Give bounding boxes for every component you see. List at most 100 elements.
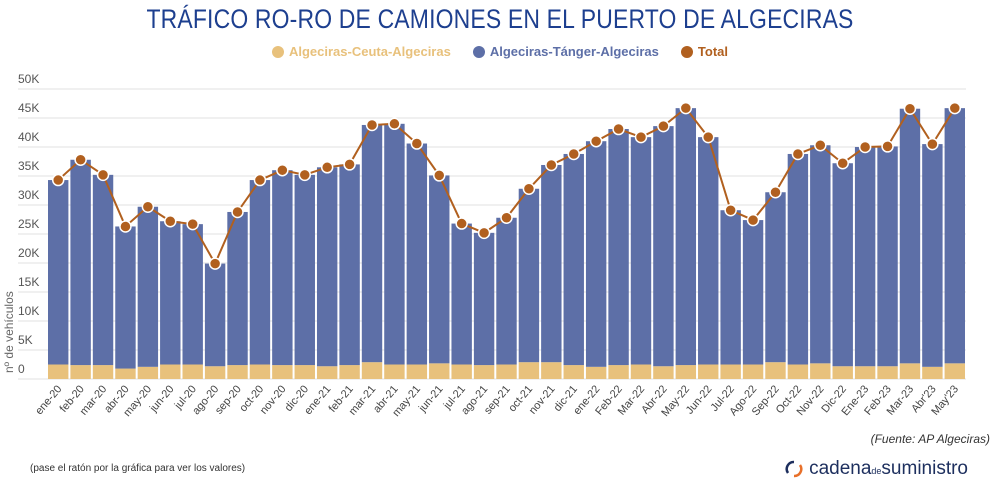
legend-swatch	[680, 45, 693, 58]
bar-ceuta	[698, 364, 719, 379]
total-point	[701, 130, 715, 144]
y-tick-label: 35K	[18, 159, 39, 173]
legend-item-ceuta[interactable]: Algeciras-Ceuta-Algeciras	[271, 44, 451, 59]
legend-swatch	[271, 45, 284, 58]
bar-ceuta	[361, 362, 383, 379]
total-point	[724, 203, 737, 217]
total-point	[51, 173, 65, 187]
total-point	[634, 130, 648, 144]
bar-ceuta	[765, 362, 786, 379]
total-point	[119, 220, 132, 233]
legend-swatch	[472, 45, 485, 58]
bar-ceuta	[92, 365, 114, 379]
total-point	[365, 118, 379, 132]
legend-label: Algeciras-Ceuta-Algeciras	[288, 44, 451, 59]
bar-ceuta	[48, 364, 69, 379]
total-point	[545, 158, 558, 172]
bar-tanger	[653, 126, 674, 367]
y-tick-label: 25K	[18, 217, 39, 231]
bar-tanger	[204, 263, 226, 367]
bar-ceuta	[384, 364, 405, 379]
bar-ceuta	[115, 368, 136, 379]
y-tick-label: 5K	[18, 333, 33, 347]
bar-ceuta	[541, 362, 562, 379]
bar-tanger	[832, 163, 853, 367]
bar-tanger	[877, 146, 898, 367]
total-point	[769, 185, 782, 199]
bar-tanger	[137, 206, 159, 367]
bar-tanger	[742, 220, 764, 365]
bar-tanger	[361, 124, 383, 363]
total-point	[858, 140, 872, 154]
bar-ceuta	[653, 366, 674, 379]
bar-tanger	[787, 153, 809, 365]
total-point	[791, 147, 805, 161]
legend-label: Total	[697, 44, 728, 59]
bar-ceuta	[70, 365, 91, 379]
total-point	[231, 205, 244, 219]
bar-tanger	[899, 108, 921, 364]
bar-tanger	[451, 223, 472, 365]
bar-ceuta	[451, 364, 472, 379]
total-point	[298, 168, 312, 182]
y-tick-label: 45K	[18, 101, 39, 115]
bar-ceuta	[160, 364, 181, 379]
total-point	[455, 217, 468, 230]
bar-tanger	[384, 123, 405, 365]
x-tick-label: ene-20	[33, 383, 64, 417]
y-tick-label: 30K	[18, 188, 39, 202]
bar-ceuta	[339, 365, 360, 379]
bar-ceuta	[316, 366, 338, 379]
bar-tanger	[92, 174, 114, 366]
chart-plot[interactable]: 0 5K 10K 15K 20K 25K 30K 35K 40K 45K 50K nº de vehí…	[0, 0, 1000, 440]
bar-ceuta	[854, 366, 876, 379]
bar-ceuta	[473, 365, 495, 379]
bar-ceuta	[585, 366, 607, 379]
total-point	[589, 134, 603, 148]
bar-ceuta	[429, 363, 450, 379]
total-point	[96, 168, 110, 182]
bar-tanger	[316, 167, 338, 367]
logo-icon	[785, 460, 803, 478]
x-tick-label: jun-21	[416, 383, 445, 415]
bar-tanger	[720, 210, 741, 365]
bar-ceuta	[877, 366, 898, 379]
total-point	[903, 102, 917, 115]
bar-tanger	[563, 153, 584, 366]
total-point	[679, 101, 693, 115]
total-point	[881, 140, 894, 153]
bar-tanger	[698, 137, 719, 365]
legend-item-total[interactable]: Total	[680, 44, 728, 59]
y-tick-label: 0	[18, 362, 25, 376]
bar-ceuta	[227, 365, 248, 379]
bar-ceuta	[720, 364, 741, 379]
total-point	[320, 161, 334, 174]
legend-item-tanger[interactable]: Algeciras-Tánger-Algeciras	[472, 44, 659, 59]
bar-ceuta	[563, 365, 584, 379]
bar-ceuta	[406, 364, 428, 379]
bar-tanger	[675, 108, 697, 366]
hover-hint: (pase el ratón por la gráfica para ver l…	[30, 463, 246, 474]
bar-tanger	[48, 180, 69, 365]
bar-ceuta	[272, 365, 293, 379]
total-point	[814, 139, 827, 152]
y-tick-label: 10K	[18, 304, 39, 318]
legend-label: Algeciras-Tánger-Algeciras	[489, 44, 659, 59]
bar-ceuta	[922, 366, 943, 379]
total-point	[410, 137, 424, 150]
bar-tanger	[630, 137, 652, 365]
total-point	[836, 156, 849, 170]
total-point	[388, 117, 401, 131]
total-point	[253, 173, 267, 187]
bar-ceuta	[294, 365, 315, 379]
total-point	[522, 182, 536, 196]
bar-tanger	[406, 143, 428, 365]
total-point	[612, 122, 625, 136]
total-point	[746, 213, 760, 227]
total-point	[948, 101, 962, 115]
total-point	[567, 147, 580, 161]
bar-ceuta	[832, 366, 853, 379]
total-point	[186, 217, 199, 231]
bar-tanger	[160, 221, 181, 365]
bar-tanger	[473, 232, 495, 366]
